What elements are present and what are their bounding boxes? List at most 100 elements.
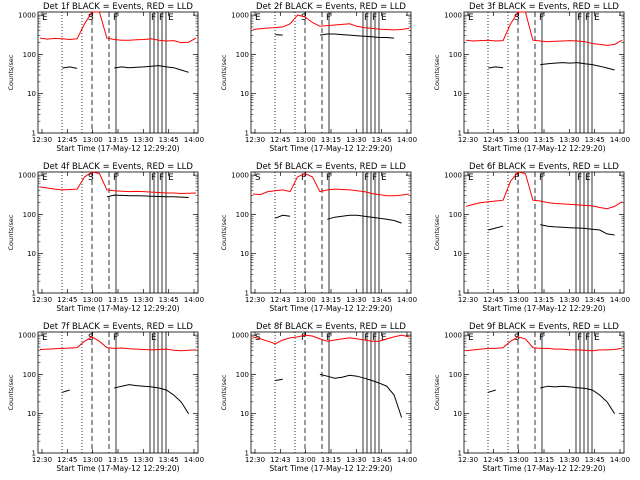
chart-title: Det 8f BLACK = Events, RED = LLD	[256, 322, 406, 332]
x-tick-label: 12:45	[57, 456, 77, 464]
y-tick-label: 100	[449, 51, 462, 59]
marker-letter: F	[326, 173, 331, 183]
chart-panel: Det 2f BLACK = Events, RED = LLD 1 10 100 10…	[213, 0, 426, 160]
x-tick-label: 13:15	[108, 456, 128, 464]
y-axis-label: Counts/sec	[7, 54, 15, 90]
chart-svg: Det 1f BLACK = Events, RED = LLD 1 10 100 10…	[7, 2, 204, 153]
y-tick-label: 10	[453, 250, 462, 258]
marker-letter: F	[364, 13, 369, 23]
marker-letter: F	[326, 333, 331, 343]
y-tick-label: 1000	[18, 172, 36, 180]
x-tick-label: 12:30	[32, 296, 52, 304]
x-axis-label: Start Time (17-May-12 12:29:20)	[482, 144, 605, 153]
marker-letter: E	[381, 333, 387, 343]
y-tick-label: 1	[32, 130, 36, 138]
marker-letter: E	[168, 13, 174, 23]
x-tick-label: 13:45	[372, 136, 392, 144]
marker-letter: F	[539, 13, 544, 23]
chart-title: Det 7f BLACK = Events, RED = LLD	[43, 322, 193, 332]
series-events-line	[275, 33, 395, 39]
marker-letter: E	[468, 13, 474, 23]
marker-letter: S	[301, 13, 307, 23]
marker-letter: F	[113, 173, 118, 183]
x-tick-label: 13:45	[159, 136, 179, 144]
x-tick-label: 13:15	[108, 136, 128, 144]
x-tick-label: 12:30	[458, 136, 478, 144]
y-tick-label: 10	[453, 90, 462, 98]
x-tick-label: 13:30	[559, 296, 579, 304]
x-tick-label: 12:45	[483, 296, 503, 304]
marker-letter: F	[159, 13, 164, 23]
x-axis-label: Start Time (17-May-12 12:29:20)	[269, 144, 392, 153]
series-lld-line	[39, 11, 197, 44]
chart-svg: Det 5f BLACK = Events, RED = LLD 1 10 100 10…	[220, 162, 417, 313]
y-tick-label: 10	[240, 250, 249, 258]
chart-panel: Det 5f BLACK = Events, RED = LLD 1 10 100 10…	[213, 160, 426, 320]
y-tick-label: 1	[458, 130, 462, 138]
x-axis-label: Start Time (17-May-12 12:29:20)	[269, 464, 392, 473]
x-tick-label: 12:43	[270, 456, 290, 464]
marker-letter: F	[372, 333, 377, 343]
chart-svg: Det 4f BLACK = Events, RED = LLD 1 10 100 10…	[7, 162, 204, 313]
y-tick-label: 10	[27, 410, 36, 418]
y-axis-label: Counts/sec	[7, 214, 15, 250]
x-tick-label: 13:30	[133, 296, 153, 304]
x-tick-label: 12:30	[245, 296, 265, 304]
y-axis-label: Counts/sec	[220, 54, 228, 90]
series-lld-line	[465, 336, 623, 352]
marker-letter: F	[301, 333, 306, 343]
marker-letter: F	[113, 333, 118, 343]
x-axis-label: Start Time (17-May-12 12:29:20)	[482, 304, 605, 313]
marker-letter: E	[255, 13, 261, 23]
x-tick-label: 13:45	[372, 456, 392, 464]
y-tick-label: 1	[32, 290, 36, 298]
x-axis-label: Start Time (17-May-12 12:29:20)	[482, 464, 605, 473]
y-axis-label: Counts/sec	[7, 374, 15, 410]
y-tick-label: 100	[236, 211, 249, 219]
series-lld-line	[252, 14, 410, 31]
x-tick-label: 14:00	[184, 296, 204, 304]
x-tick-label: 13:00	[83, 296, 103, 304]
y-tick-label: 100	[449, 211, 462, 219]
series-lld-line	[252, 172, 410, 197]
x-tick-label: 13:15	[321, 136, 341, 144]
x-tick-label: 13:00	[509, 136, 529, 144]
chart-panel: Det 8f BLACK = Events, RED = LLD 1 10 100 10…	[213, 320, 426, 480]
x-tick-label: 13:15	[321, 296, 341, 304]
y-axis-label: Counts/sec	[220, 214, 228, 250]
x-tick-label: 13:15	[534, 296, 554, 304]
series-lld-line	[252, 334, 410, 345]
chart-title: Det 4f BLACK = Events, RED = LLD	[43, 162, 193, 172]
y-tick-label: 10	[240, 410, 249, 418]
chart-title: Det 5f BLACK = Events, RED = LLD	[256, 162, 406, 172]
x-tick-label: 13:45	[372, 296, 392, 304]
marker-letter: S	[255, 173, 261, 183]
marker-letter: E	[42, 13, 48, 23]
x-tick-label: 13:00	[83, 136, 103, 144]
series-events-line	[488, 62, 615, 71]
marker-letter: F	[151, 13, 156, 23]
x-tick-label: 13:45	[585, 296, 605, 304]
x-tick-label: 12:30	[458, 296, 478, 304]
x-tick-label: 13:30	[559, 136, 579, 144]
x-tick-label: 13:45	[159, 296, 179, 304]
chart-svg: Det 3f BLACK = Events, RED = LLD 1 10 100 10…	[433, 2, 630, 153]
marker-letter: F	[585, 333, 590, 343]
x-tick-label: 13:00	[509, 456, 529, 464]
x-tick-label: 13:30	[346, 136, 366, 144]
marker-letter: F	[159, 173, 164, 183]
x-tick-label: 13:30	[346, 456, 366, 464]
x-tick-label: 13:15	[321, 456, 341, 464]
y-tick-label: 1	[458, 290, 462, 298]
x-tick-label: 13:00	[296, 456, 316, 464]
y-tick-label: 1	[245, 130, 249, 138]
series-events-line	[62, 65, 189, 73]
y-tick-label: 10	[27, 250, 36, 258]
x-tick-label: 12:45	[57, 296, 77, 304]
y-tick-label: 10	[27, 90, 36, 98]
y-tick-label: 1000	[231, 332, 249, 340]
series-events-line	[488, 224, 615, 236]
y-tick-label: 100	[23, 371, 36, 379]
marker-letter: F	[514, 173, 519, 183]
x-axis-label: Start Time (17-May-12 12:29:20)	[56, 464, 179, 473]
